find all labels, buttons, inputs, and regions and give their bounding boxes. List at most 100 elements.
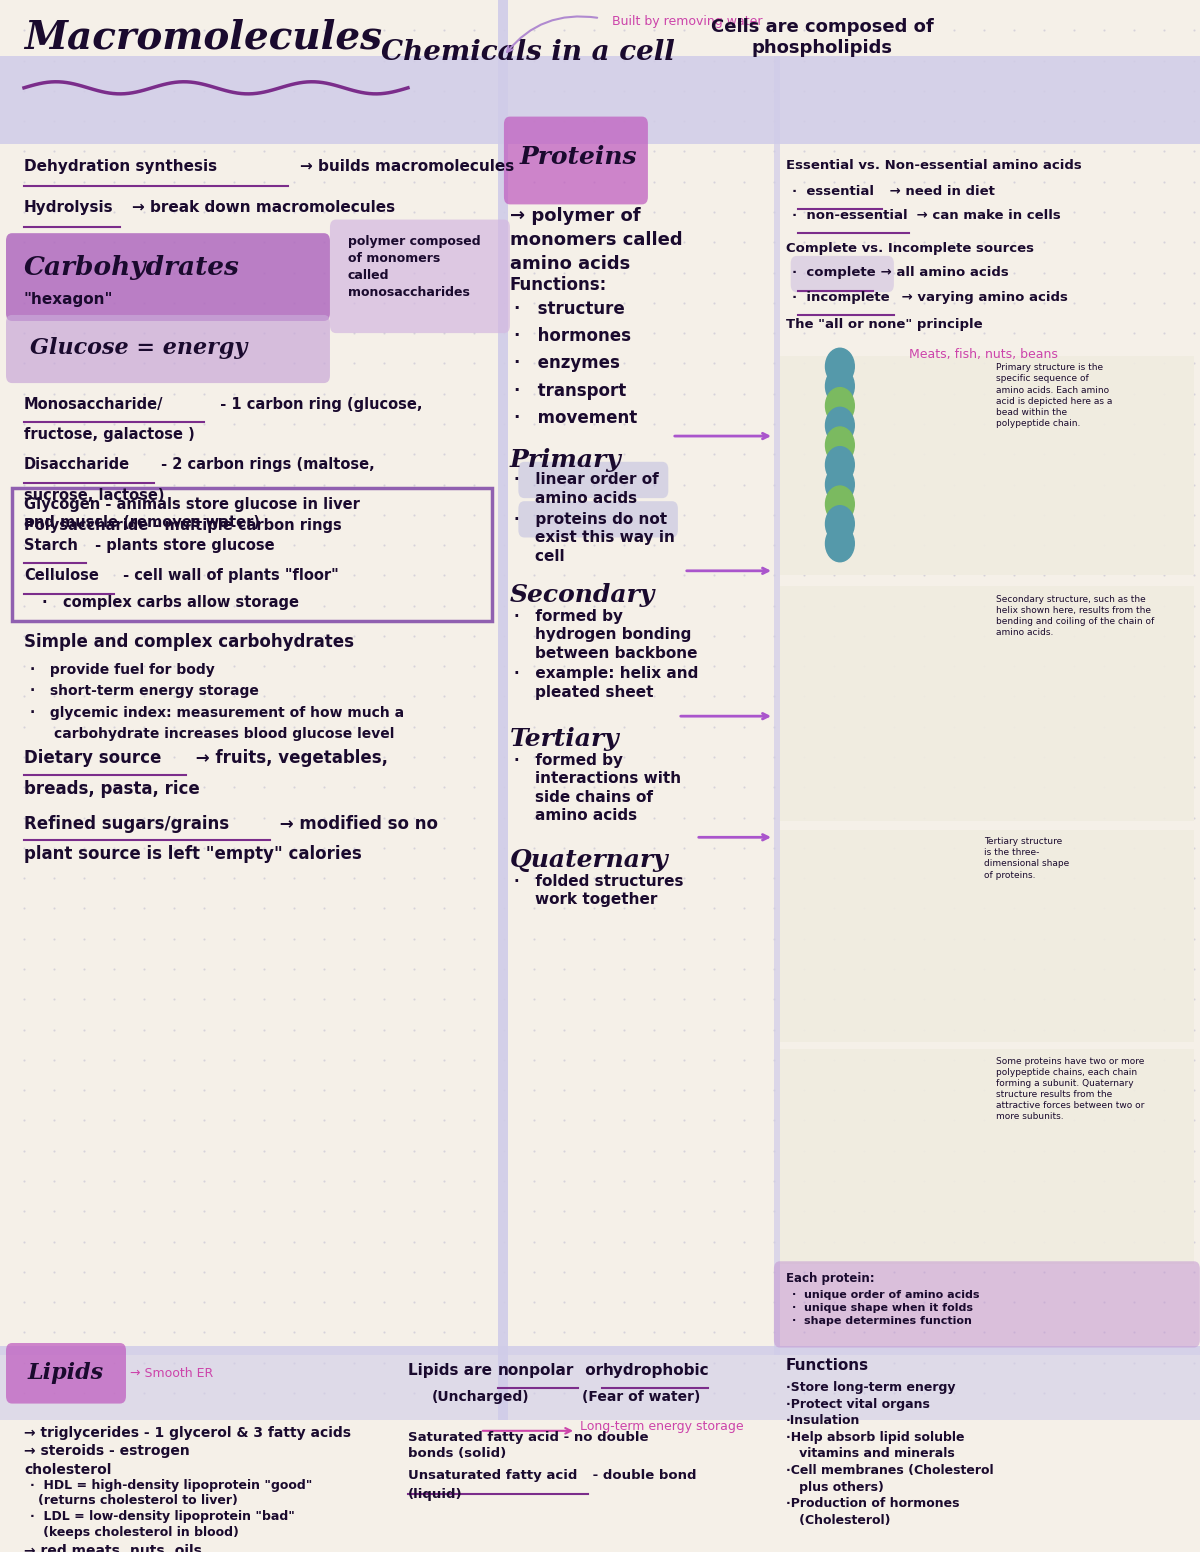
Text: - 1 carbon ring (glucose,: - 1 carbon ring (glucose, [210, 397, 422, 411]
Text: Proteins: Proteins [520, 146, 637, 169]
Text: → red meats, nuts, oils: → red meats, nuts, oils [24, 1544, 202, 1552]
Text: ·   proteins do not
    exist this way in
    cell: · proteins do not exist this way in cell [514, 512, 674, 563]
Text: → polymer of
monomers called
amino acids: → polymer of monomers called amino acids [510, 208, 683, 273]
Text: Simple and complex carbohydrates: Simple and complex carbohydrates [24, 633, 354, 650]
Circle shape [826, 427, 854, 464]
FancyBboxPatch shape [6, 233, 330, 321]
Text: cholesterol: cholesterol [24, 1462, 112, 1476]
Text: Polysaccharide - multiple carbon rings: Polysaccharide - multiple carbon rings [24, 518, 342, 532]
FancyBboxPatch shape [6, 1342, 126, 1403]
Text: plant source is left "empty" calories: plant source is left "empty" calories [24, 844, 361, 863]
Text: ·  complete: · complete [792, 267, 876, 279]
Text: Glycogen - animals store glucose in liver
and muscle (removes water): Glycogen - animals store glucose in live… [24, 497, 360, 531]
Text: ·   formed by
    interactions with
    side chains of
    amino acids: · formed by interactions with side chain… [514, 753, 680, 823]
Bar [780, 355, 1194, 576]
Text: ·   transport: · transport [514, 382, 625, 399]
Text: ·   short-term energy storage: · short-term energy storage [30, 684, 259, 698]
Text: ·   example: helix and
    pleated sheet: · example: helix and pleated sheet [514, 666, 698, 700]
Text: Complete vs. Incomplete sources: Complete vs. Incomplete sources [786, 242, 1034, 255]
Text: Disaccharide: Disaccharide [24, 458, 130, 472]
Text: (keeps cholesterol in blood): (keeps cholesterol in blood) [30, 1526, 239, 1540]
Text: carbohydrate increases blood glucose level: carbohydrate increases blood glucose lev… [54, 726, 395, 740]
Text: Starch: Starch [24, 537, 78, 553]
Bar [0, 1420, 1200, 1515]
Text: ·  essential: · essential [792, 185, 874, 197]
Bar [774, 56, 780, 1355]
Text: → Smooth ER: → Smooth ER [130, 1367, 212, 1380]
Text: ·   movement: · movement [514, 408, 637, 427]
Text: ·Cell membranes (Cholesterol: ·Cell membranes (Cholesterol [786, 1464, 994, 1478]
Text: Cellulose: Cellulose [24, 568, 98, 584]
Text: → modified so no: → modified so no [274, 815, 438, 832]
Text: "hexagon": "hexagon" [24, 292, 114, 307]
Text: ·   formed by
    hydrogen bonding
    between backbone: · formed by hydrogen bonding between bac… [514, 608, 697, 661]
Circle shape [826, 348, 854, 385]
Text: ·   folded structures
    work together: · folded structures work together [514, 874, 683, 908]
Text: (Fear of water): (Fear of water) [582, 1391, 701, 1405]
Text: Primary structure is the
specific sequence of
amino acids. Each amino
acid is de: Primary structure is the specific sequen… [996, 363, 1112, 428]
Text: Refined sugars/grains: Refined sugars/grains [24, 815, 229, 832]
Text: ·   complex carbs allow storage: · complex carbs allow storage [42, 594, 299, 610]
FancyBboxPatch shape [6, 315, 330, 383]
Text: bonds (solid): bonds (solid) [408, 1448, 506, 1460]
Bar [0, 56, 1200, 144]
Text: polymer composed
of monomers
called
monosaccharides: polymer composed of monomers called mono… [348, 234, 480, 298]
Text: → need in diet: → need in diet [886, 185, 995, 197]
Text: Tertiary: Tertiary [510, 726, 619, 751]
Text: breads, pasta, rice: breads, pasta, rice [24, 779, 199, 798]
Text: (Uncharged): (Uncharged) [432, 1391, 529, 1405]
Text: Chemicals in a cell: Chemicals in a cell [382, 39, 674, 67]
Text: Dietary source: Dietary source [24, 750, 161, 768]
FancyBboxPatch shape [518, 501, 678, 537]
FancyBboxPatch shape [330, 219, 510, 334]
FancyBboxPatch shape [774, 1262, 1200, 1347]
FancyBboxPatch shape [518, 462, 668, 498]
Text: ·  HDL = high-density lipoprotein "good": · HDL = high-density lipoprotein "good" [30, 1479, 312, 1493]
Text: The "all or none" principle: The "all or none" principle [786, 318, 983, 331]
Text: Hydrolysis: Hydrolysis [24, 200, 114, 214]
Text: Macromolecules: Macromolecules [24, 19, 382, 57]
Text: ·Help absorb lipid soluble: ·Help absorb lipid soluble [786, 1431, 965, 1443]
Text: Secondary structure, such as the
helix shown here, results from the
bending and : Secondary structure, such as the helix s… [996, 594, 1154, 638]
Circle shape [826, 407, 854, 444]
Text: - double bond: - double bond [588, 1468, 696, 1482]
Text: Built by removing water: Built by removing water [612, 16, 762, 28]
Text: Unsaturated fatty acid: Unsaturated fatty acid [408, 1468, 577, 1482]
FancyBboxPatch shape [504, 116, 648, 205]
Text: ·   hormones: · hormones [514, 327, 630, 345]
Text: Some proteins have two or more
polypeptide chains, each chain
forming a subunit.: Some proteins have two or more polypepti… [996, 1057, 1145, 1122]
Text: ·Protect vital organs: ·Protect vital organs [786, 1397, 930, 1411]
Text: sucrose, lactose): sucrose, lactose) [24, 487, 164, 503]
Text: ·  incomplete: · incomplete [792, 290, 889, 304]
Bar [0, 1355, 1200, 1423]
Text: Quaternary: Quaternary [510, 847, 668, 872]
Text: (liquid): (liquid) [408, 1488, 462, 1501]
Text: → can make in cells: → can make in cells [912, 210, 1061, 222]
Text: nonpolar: nonpolar [498, 1363, 575, 1378]
Bar [498, 0, 508, 1515]
Text: Carbohydrates: Carbohydrates [24, 256, 240, 281]
Text: Long-term energy storage: Long-term energy storage [580, 1420, 743, 1432]
Text: ·  non-essential: · non-essential [792, 210, 907, 222]
Text: → varying amino acids: → varying amino acids [898, 290, 1068, 304]
Text: Secondary: Secondary [510, 584, 655, 607]
Circle shape [826, 486, 854, 523]
Text: ·Production of hormones: ·Production of hormones [786, 1498, 960, 1510]
Text: → steroids - estrogen: → steroids - estrogen [24, 1445, 190, 1459]
Text: ·   linear order of
    amino acids: · linear order of amino acids [514, 472, 659, 506]
Bar [780, 830, 1194, 1041]
Text: Lipids: Lipids [28, 1363, 104, 1384]
Text: fructose, galactose ): fructose, galactose ) [24, 427, 194, 442]
Text: Glucose = energy: Glucose = energy [30, 337, 247, 359]
Text: → all amino acids: → all amino acids [876, 267, 1009, 279]
Circle shape [826, 368, 854, 404]
Circle shape [826, 526, 854, 562]
Text: - 2 carbon rings (maltose,: - 2 carbon rings (maltose, [156, 458, 374, 472]
FancyBboxPatch shape [791, 256, 894, 292]
Text: Saturated fatty acid - no double: Saturated fatty acid - no double [408, 1431, 648, 1443]
Text: or: or [580, 1363, 608, 1378]
Text: (returns cholesterol to liver): (returns cholesterol to liver) [38, 1495, 239, 1507]
Bar [780, 1049, 1194, 1265]
Text: Monosaccharide/: Monosaccharide/ [24, 397, 163, 411]
Text: Dehydration synthesis: Dehydration synthesis [24, 158, 217, 174]
